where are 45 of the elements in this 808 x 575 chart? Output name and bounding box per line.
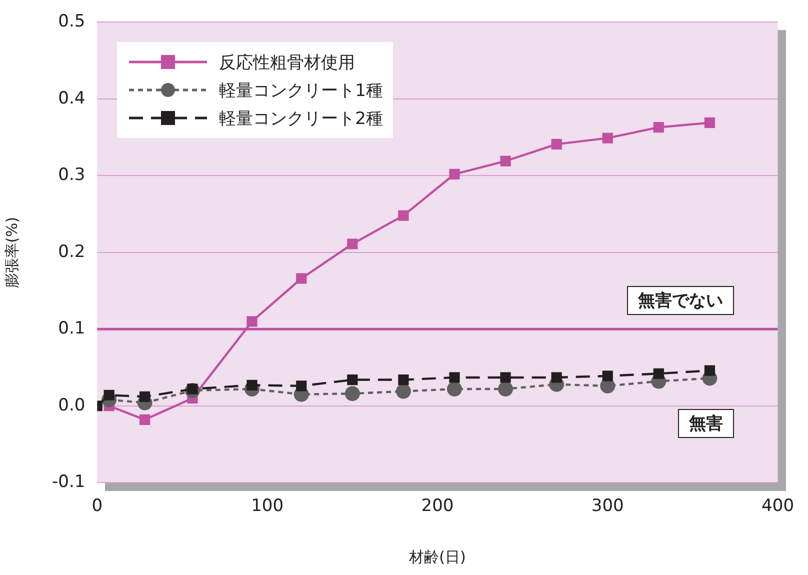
- x-tick-label: 300: [591, 496, 624, 516]
- point: [347, 374, 358, 386]
- point: [396, 384, 411, 399]
- point: [704, 117, 716, 128]
- point: [398, 210, 409, 221]
- point: [653, 122, 664, 133]
- point: [500, 372, 511, 383]
- legend-label: 軽量コンクリート1種: [219, 80, 383, 102]
- point: [449, 372, 460, 383]
- x-tick-label: 100: [251, 496, 284, 516]
- point: [296, 380, 307, 392]
- point: [398, 374, 409, 386]
- point: [446, 381, 462, 396]
- y-tick-label: -0.1: [52, 472, 86, 492]
- y-axis-title: 膨張率(%): [2, 216, 21, 288]
- legend-label: 軽量コンクリート2種: [219, 108, 383, 130]
- point: [500, 156, 511, 166]
- point: [551, 372, 562, 383]
- y-tick-label: 0.5: [58, 12, 86, 32]
- y-tick-label: 0.1: [58, 318, 86, 339]
- point: [498, 381, 514, 396]
- x-tick-label: 200: [421, 496, 454, 516]
- legend-label: 反応性粗骨材使用: [219, 52, 356, 74]
- point: [246, 316, 258, 327]
- y-tick-label: 0.4: [58, 88, 86, 108]
- point: [104, 390, 114, 400]
- point: [704, 365, 716, 376]
- point: [602, 370, 613, 382]
- point: [551, 138, 562, 150]
- point: [296, 273, 307, 284]
- point: [344, 386, 360, 402]
- point: [449, 168, 460, 180]
- x-tick-label: 400: [762, 496, 794, 516]
- point: [140, 414, 150, 425]
- annotation: 無害: [678, 409, 734, 438]
- y-tick-label: 0.2: [58, 242, 86, 262]
- x-axis-title: 材齢(日): [408, 548, 466, 566]
- y-tick-label: 0.3: [58, 165, 86, 186]
- point: [653, 368, 664, 379]
- annotation: 無害でない: [626, 286, 734, 316]
- point: [140, 391, 150, 402]
- point: [347, 238, 358, 250]
- y-tick-label: 0.0: [58, 395, 86, 416]
- x-tick-label: 0: [92, 496, 103, 516]
- point: [602, 132, 613, 144]
